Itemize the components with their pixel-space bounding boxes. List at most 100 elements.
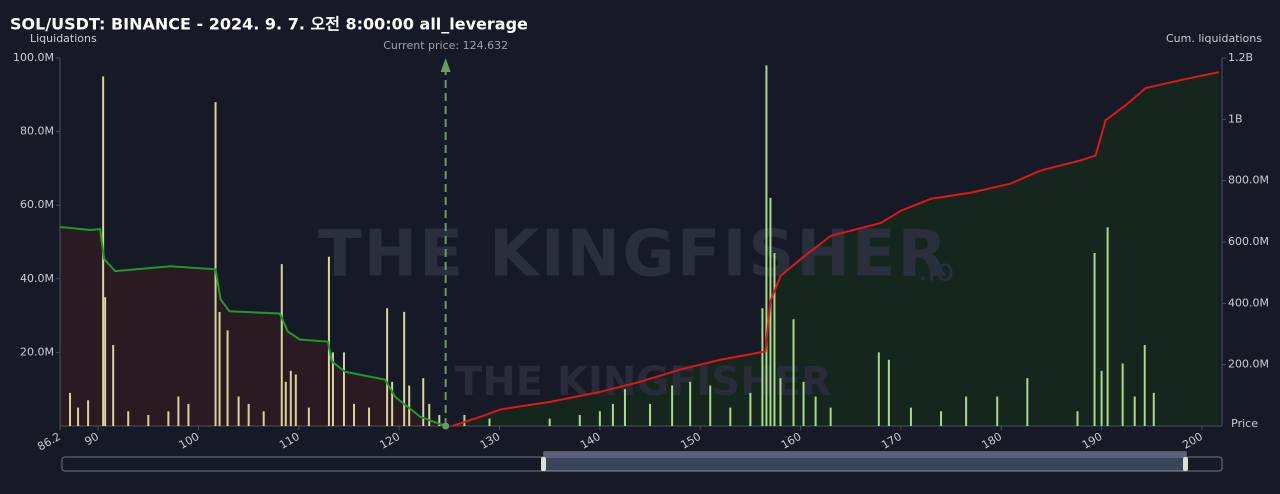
- watermark: THE KINGFISHER: [455, 359, 832, 405]
- y-tick-label: 60.0M: [20, 198, 54, 211]
- cumulative-line: [59, 225, 446, 427]
- bar: [649, 403, 652, 426]
- bar: [87, 400, 90, 426]
- bar: [342, 352, 345, 426]
- bar: [289, 370, 292, 426]
- scroll-handle[interactable]: [1183, 457, 1188, 471]
- bar: [965, 396, 968, 426]
- area-fill: [452, 72, 1219, 427]
- bar: [779, 378, 782, 426]
- bar: [749, 392, 752, 426]
- bar: [104, 297, 107, 426]
- bar: [463, 414, 466, 426]
- bar: [773, 253, 776, 426]
- bar: [814, 396, 817, 426]
- bar: [689, 381, 692, 426]
- y2-tick-label: 1B: [1228, 112, 1243, 125]
- bar: [77, 407, 80, 426]
- bar: [408, 385, 411, 426]
- bar: [147, 414, 150, 426]
- bar: [598, 411, 601, 426]
- bar: [761, 308, 764, 426]
- bar: [167, 411, 170, 426]
- y2-tick-label: 1.2B: [1228, 51, 1253, 64]
- bar: [1133, 396, 1136, 426]
- bar: [1106, 227, 1109, 426]
- bar: [69, 392, 72, 426]
- scrollbar[interactable]: [61, 451, 1223, 472]
- bar: [226, 330, 229, 426]
- bar: [294, 374, 297, 426]
- bar: [280, 264, 283, 426]
- bar: [802, 381, 805, 426]
- y2-tick-label: 800.0M: [1228, 174, 1269, 187]
- area-fill: [60, 226, 446, 426]
- bar: [578, 414, 581, 426]
- y-axis-label: Liquidations: [30, 32, 97, 45]
- bar: [428, 403, 431, 426]
- y2-tick-label: 200.0M: [1228, 358, 1269, 371]
- bar: [422, 378, 425, 426]
- bar: [769, 197, 772, 426]
- bar: [127, 411, 130, 426]
- bar: [177, 396, 180, 426]
- bar: [792, 319, 795, 426]
- bar: [247, 403, 250, 426]
- bar: [829, 407, 832, 426]
- current-price-arrow: [440, 58, 451, 72]
- bar: [284, 381, 287, 426]
- y2-tick-label: 600.0M: [1228, 235, 1269, 248]
- bar: [262, 411, 265, 426]
- bar: [548, 418, 551, 426]
- bar: [331, 352, 334, 426]
- bar: [237, 396, 240, 426]
- bar: [1026, 378, 1029, 426]
- bar: [488, 418, 491, 426]
- bar: [1152, 392, 1155, 426]
- bar: [709, 385, 712, 426]
- bar: [1143, 345, 1146, 426]
- bar: [671, 385, 674, 426]
- bar: [327, 256, 330, 426]
- cumulative-line: [452, 71, 1220, 427]
- bar: [391, 381, 394, 426]
- scroll-handle[interactable]: [541, 457, 546, 471]
- scroll-thumb-top[interactable]: [544, 452, 1186, 458]
- bar: [887, 359, 890, 426]
- bar: [611, 403, 614, 426]
- bar: [438, 414, 441, 426]
- bar: [307, 407, 310, 426]
- bar: [112, 345, 115, 426]
- y-tick-label: 80.0M: [20, 125, 54, 138]
- bar: [403, 311, 406, 426]
- watermark: THE KINGFISHER: [318, 218, 949, 292]
- bar: [1100, 370, 1103, 426]
- y2-tick-label: 400.0M: [1228, 296, 1269, 309]
- bar: [214, 102, 217, 426]
- bar: [877, 352, 880, 426]
- bar: [623, 389, 626, 426]
- y-tick-label: 100.0M: [13, 51, 54, 64]
- x-axis-label: Price: [1231, 417, 1258, 430]
- x-tick-label: 90: [83, 430, 102, 448]
- bar: [187, 403, 190, 426]
- bar: [765, 65, 768, 427]
- bar: [1076, 411, 1079, 426]
- y-tick-label: 40.0M: [20, 272, 54, 285]
- bar: [996, 396, 999, 426]
- bar: [940, 411, 943, 426]
- bar: [353, 403, 356, 426]
- bar: [368, 407, 371, 426]
- bar: [386, 308, 389, 426]
- y2-axis-label: Cum. liquidations: [1166, 32, 1262, 45]
- current-price-dot: [442, 422, 450, 430]
- bar: [1093, 253, 1096, 426]
- bar: [218, 311, 221, 426]
- bar: [1121, 363, 1124, 426]
- watermark-suffix: .io: [918, 254, 954, 289]
- bar: [729, 407, 732, 426]
- current-price-label: Current price: 124.632: [383, 39, 508, 52]
- bar: [909, 407, 912, 426]
- y-tick-label: 20.0M: [20, 345, 54, 358]
